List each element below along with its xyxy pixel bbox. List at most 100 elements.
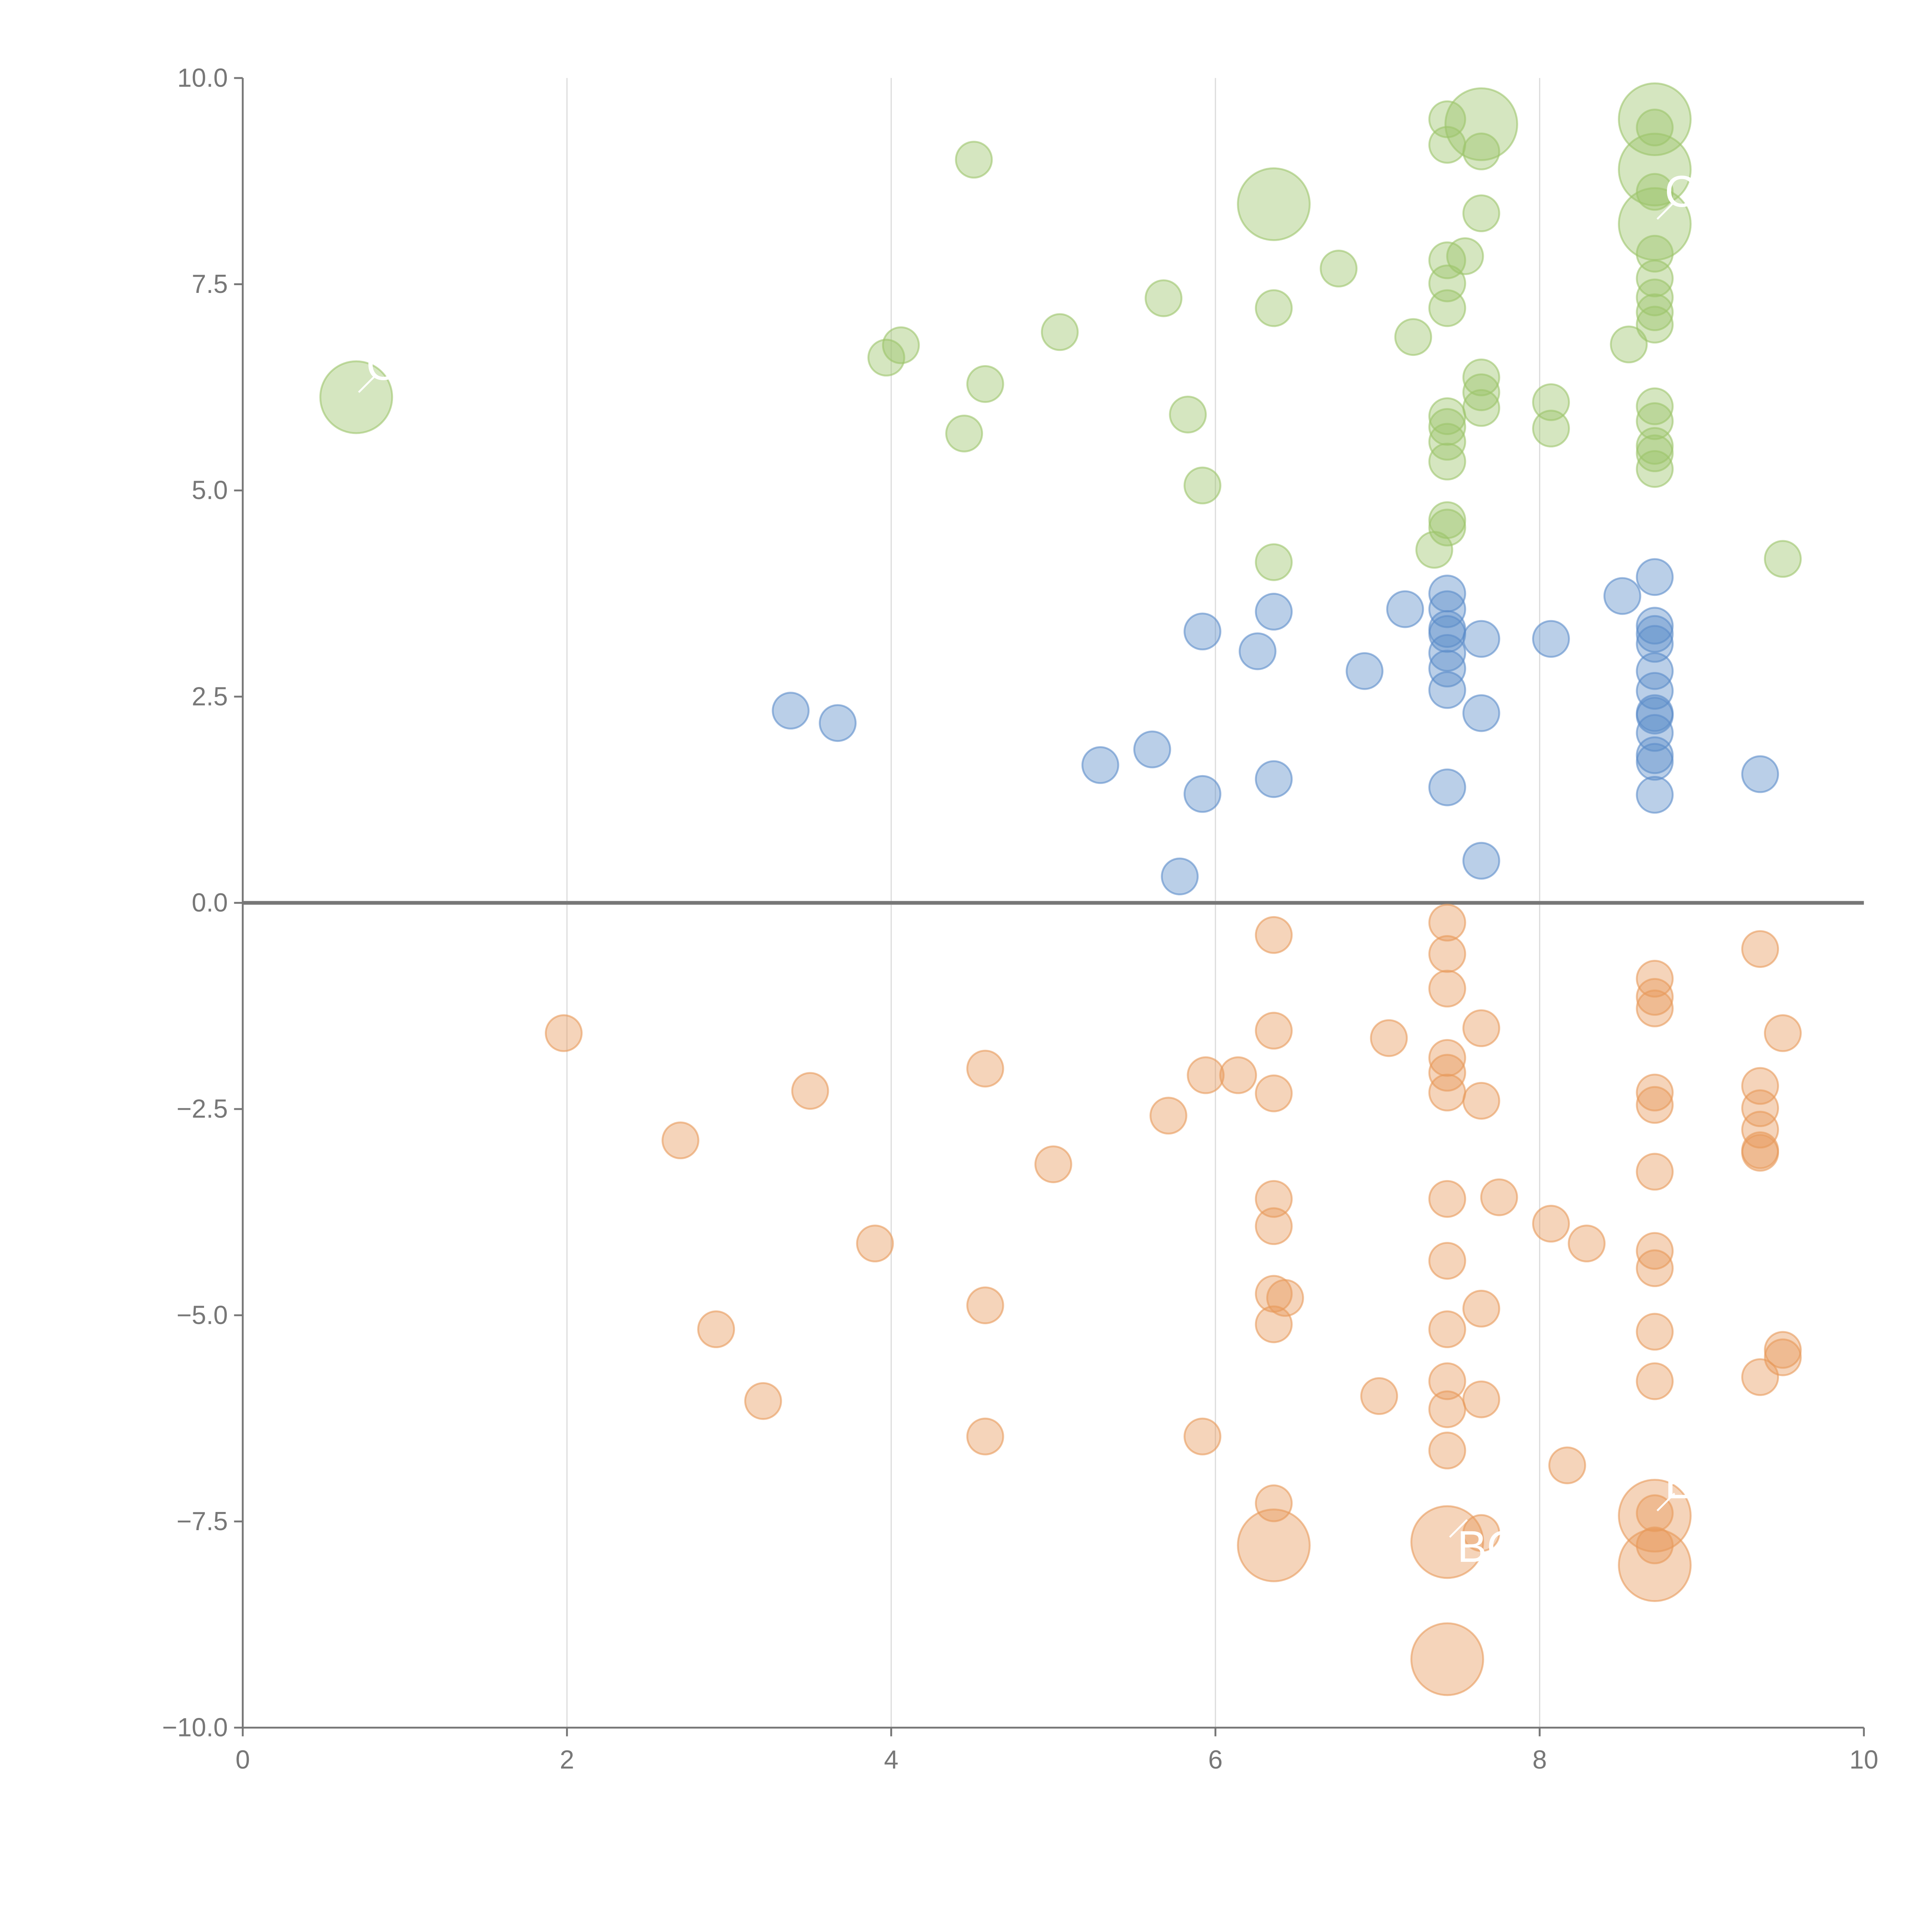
data-point-orange <box>1462 1009 1500 1047</box>
data-point-orange <box>1741 1067 1779 1105</box>
data-point-blue <box>1133 730 1171 769</box>
data-point-orange <box>662 1121 699 1160</box>
data-point-blue <box>1184 775 1221 813</box>
annotation-leader <box>1449 1519 1468 1538</box>
data-point-orange <box>1428 1073 1466 1112</box>
data-point-blue <box>1636 558 1674 596</box>
data-point-orange <box>1428 903 1466 942</box>
data-point-green <box>1169 395 1207 434</box>
data-point-orange <box>966 1286 1004 1325</box>
data-point-green <box>319 360 393 434</box>
data-point-green <box>955 141 993 179</box>
data-point-green <box>1184 466 1221 505</box>
annotation-leader <box>1656 1493 1675 1512</box>
data-point-blue <box>1255 760 1293 798</box>
y-tick-label: 2.5 <box>192 682 228 711</box>
data-point-blue <box>1428 615 1466 653</box>
data-point-orange <box>1184 1417 1221 1456</box>
x-ticks: 0 2 4 6 8 10 <box>235 1728 1878 1774</box>
data-point-orange <box>1428 1390 1466 1429</box>
data-point-blue <box>1255 593 1293 631</box>
data-point-orange <box>1568 1225 1606 1263</box>
data-point-orange <box>1428 1039 1466 1077</box>
data-point-green <box>1532 410 1570 448</box>
series-blue <box>772 558 1779 896</box>
data-point-orange <box>1636 1153 1674 1191</box>
data-point-green <box>1255 289 1293 327</box>
x-tick-label: 0 <box>235 1745 250 1774</box>
data-point-blue <box>1238 632 1277 670</box>
data-point-orange <box>1219 1056 1257 1094</box>
x-tick-label: 4 <box>884 1745 898 1774</box>
data-point-orange <box>1741 1134 1779 1172</box>
data-point-green <box>1428 442 1466 481</box>
y-tick-label: −10.0 <box>162 1713 228 1742</box>
data-point-orange <box>1255 1012 1293 1050</box>
data-point-green <box>867 338 905 377</box>
data-point-orange <box>1255 916 1293 954</box>
data-point-orange <box>1255 1207 1293 1245</box>
data-point-orange <box>1741 1089 1779 1127</box>
data-point-green <box>1041 313 1079 351</box>
data-point-orange <box>1428 935 1466 973</box>
y-tick-label: 7.5 <box>192 270 228 299</box>
data-point-green <box>1446 237 1484 275</box>
data-point-blue <box>1462 694 1500 732</box>
data-point-blue <box>1636 714 1674 752</box>
data-point-orange <box>1636 1073 1674 1112</box>
data-point-orange <box>1636 978 1674 1016</box>
data-point-orange <box>1636 1526 1674 1565</box>
data-point-blue <box>1636 776 1674 814</box>
data-point-blue <box>1161 857 1199 896</box>
data-point-blue <box>1462 842 1500 880</box>
data-point-blue <box>1386 590 1424 628</box>
data-point-orange <box>1741 1358 1779 1396</box>
points <box>319 82 1802 1696</box>
data-point-orange <box>1428 1362 1466 1400</box>
data-point-green <box>1428 408 1466 446</box>
data-point-blue <box>772 692 810 730</box>
data-point-orange <box>545 1014 583 1052</box>
data-point-orange <box>1548 1446 1586 1485</box>
data-point-green <box>1237 167 1311 241</box>
data-point-green <box>1764 540 1802 578</box>
data-point-orange <box>1428 969 1466 1008</box>
data-point-green <box>1320 250 1358 287</box>
data-point-blue <box>1462 620 1500 658</box>
data-point-green <box>1636 387 1674 425</box>
annotation-label: C <box>1665 167 1697 216</box>
data-point-blue <box>819 704 857 742</box>
data-point-green <box>1636 259 1674 298</box>
data-point-green <box>1462 358 1500 396</box>
data-point-blue <box>1636 652 1674 690</box>
data-point-orange <box>1370 1019 1408 1057</box>
data-point-orange <box>1149 1097 1187 1135</box>
data-point-green <box>966 365 1004 403</box>
data-point-blue <box>1532 620 1570 658</box>
y-tick-label: −7.5 <box>177 1507 228 1536</box>
data-point-orange <box>856 1225 894 1263</box>
x-tick-label: 10 <box>1849 1745 1878 1774</box>
annotations: C C E BO <box>358 167 1697 1571</box>
data-point-orange <box>791 1072 829 1110</box>
y-tick-label: −2.5 <box>177 1095 228 1124</box>
x-tick-label: 2 <box>560 1745 574 1774</box>
y-tick-label: 10.0 <box>177 63 228 92</box>
annotation-label: BO <box>1457 1522 1522 1571</box>
data-point-green <box>1145 279 1183 317</box>
data-point-orange <box>744 1382 782 1420</box>
data-point-orange <box>1410 1622 1484 1696</box>
data-point-orange <box>1187 1056 1225 1094</box>
data-point-green <box>1462 194 1500 232</box>
y-tick-label: 0.0 <box>192 888 228 917</box>
data-point-blue <box>1741 755 1779 793</box>
annotation-label: E <box>1665 1459 1694 1508</box>
data-point-orange <box>1462 1514 1500 1552</box>
data-point-orange <box>1764 1014 1802 1052</box>
data-point-orange <box>966 1417 1004 1456</box>
annotation-leader <box>1656 201 1675 220</box>
data-point-orange <box>1480 1178 1518 1216</box>
data-point-green <box>1428 289 1466 327</box>
data-point-orange <box>1428 1054 1466 1092</box>
